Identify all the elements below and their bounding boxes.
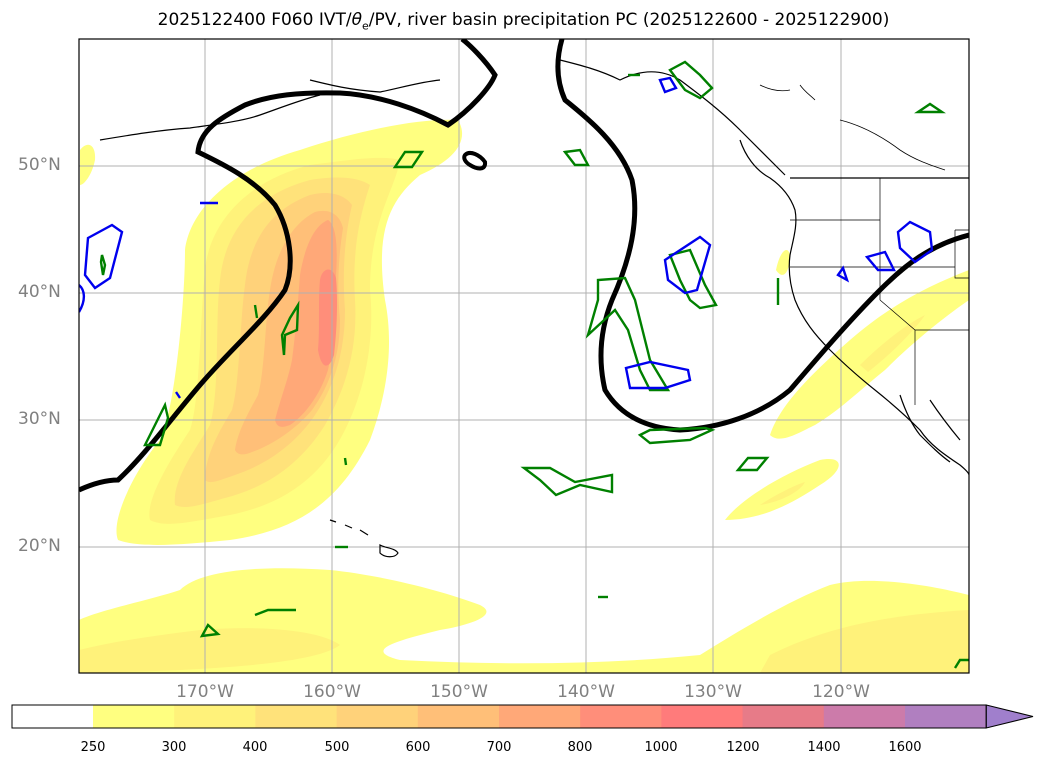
- colorbar-box: [417, 705, 500, 728]
- gridlines: [79, 39, 969, 673]
- pv-blue-9: [864, 250, 896, 272]
- pv-blue-1: [83, 223, 124, 290]
- colorbar-box: [823, 705, 906, 728]
- lon-label-130w: 130°W: [684, 682, 742, 702]
- pv-blue-5: [663, 235, 712, 295]
- lon-label-150w: 150°W: [430, 682, 488, 702]
- map-plot-area: [79, 39, 969, 673]
- pv-blue-6: [624, 360, 692, 390]
- colorbar-label-1600: 1600: [888, 740, 922, 755]
- pv-contour-13: [199, 623, 221, 638]
- map-title: 2025122400 F060 IVT/θe/PV, river basin p…: [157, 10, 890, 33]
- lon-label-160w: 160°W: [303, 682, 361, 702]
- pv-contour-9: [520, 466, 614, 497]
- pv-contour-4: [392, 150, 425, 169]
- colorbar-label-800: 800: [567, 740, 593, 755]
- hawaii-islands: [329, 519, 399, 558]
- colorbar-box: [905, 705, 987, 728]
- lat-label-30n: 30°N: [18, 409, 61, 429]
- colorbar-label-1200: 1200: [726, 740, 760, 755]
- colorbar-label-600: 600: [405, 740, 431, 755]
- lon-label-120w: 120°W: [812, 682, 870, 702]
- plot-frame: [78, 38, 970, 674]
- lat-label-50n: 50°N: [18, 155, 61, 175]
- colorbar-box: [499, 705, 581, 728]
- ivt-plume-700: [275, 220, 337, 427]
- ivt-subtropical-blob-300: [760, 482, 805, 505]
- ivt-tropical-band-300: [79, 628, 340, 673]
- pv-contour-14: [254, 608, 296, 617]
- pv-blue-8: [836, 265, 850, 283]
- colorbar-label-300: 300: [161, 740, 187, 755]
- state-borders: [790, 178, 969, 405]
- baja-coastline: [899, 394, 961, 463]
- colorbar-label-250: 250: [80, 740, 106, 755]
- colorbar-box: [742, 705, 825, 728]
- colorbar-boxes: [12, 705, 987, 728]
- colorbar-label-700: 700: [486, 740, 512, 755]
- ivt-tropical-band-300b: [760, 610, 969, 673]
- colorbar-box: [255, 705, 338, 728]
- colorbar-box: [174, 705, 256, 728]
- pv-blue-7: [658, 76, 678, 94]
- pv-contour-18: [343, 457, 348, 466]
- alaska-southeast: [759, 84, 946, 171]
- pv-blue-2: [79, 284, 86, 313]
- pv-contour-16: [953, 658, 969, 669]
- ivt-plume-800: [318, 269, 338, 366]
- ivt-coast-sliver: [776, 250, 790, 275]
- colorbar-label-400: 400: [242, 740, 268, 755]
- pv-contour-17: [253, 304, 259, 319]
- colorbar-box: [580, 705, 662, 728]
- theta-e-contour-west: [79, 39, 498, 493]
- pv-contour-3: [280, 300, 300, 356]
- pv-contour-10: [735, 456, 770, 472]
- pv-contour-12: [914, 102, 946, 114]
- ivt-coastal-plume: [770, 270, 969, 439]
- pv-contour-11: [668, 60, 714, 100]
- pv-contours-blue: [79, 76, 934, 399]
- ivt-subtropical-blob: [725, 459, 839, 520]
- colorbar-box: [12, 705, 94, 728]
- lat-label-40n: 40°N: [18, 282, 61, 302]
- bc-coastline: [739, 139, 969, 476]
- theta-e-contour-east: [555, 39, 969, 433]
- ivt-west-blob: [80, 144, 96, 185]
- colorbar-label-500: 500: [324, 740, 350, 755]
- colorbar-label-1400: 1400: [807, 740, 841, 755]
- colorbar: [11, 704, 1034, 729]
- pv-contour-1: [99, 254, 107, 276]
- pv-contour-2: [143, 401, 170, 447]
- lon-label-140w: 140°W: [557, 682, 615, 702]
- colorbar-frame: [11, 704, 987, 729]
- colorbar-box: [336, 705, 419, 728]
- pv-blue-4: [175, 391, 181, 399]
- pv-contour-7: [668, 248, 718, 310]
- pv-contours-green: [99, 60, 969, 669]
- colorbar-label-1000: 1000: [644, 740, 678, 755]
- colorbar-extend-arrow: [985, 704, 1034, 729]
- pv-contour-5: [562, 148, 590, 167]
- ivt-coastal-plume-300: [860, 315, 925, 372]
- pv-contour-8: [637, 426, 716, 445]
- pv-contour-6: [585, 276, 671, 392]
- colorbar-box: [93, 705, 175, 728]
- lat-label-20n: 20°N: [18, 536, 61, 556]
- colorbar-box: [661, 705, 744, 728]
- lon-label-170w: 170°W: [176, 682, 234, 702]
- pv-blue-10: [896, 220, 934, 264]
- theta-e-contours: [79, 39, 969, 493]
- theta-e-closed-contour: [462, 151, 488, 171]
